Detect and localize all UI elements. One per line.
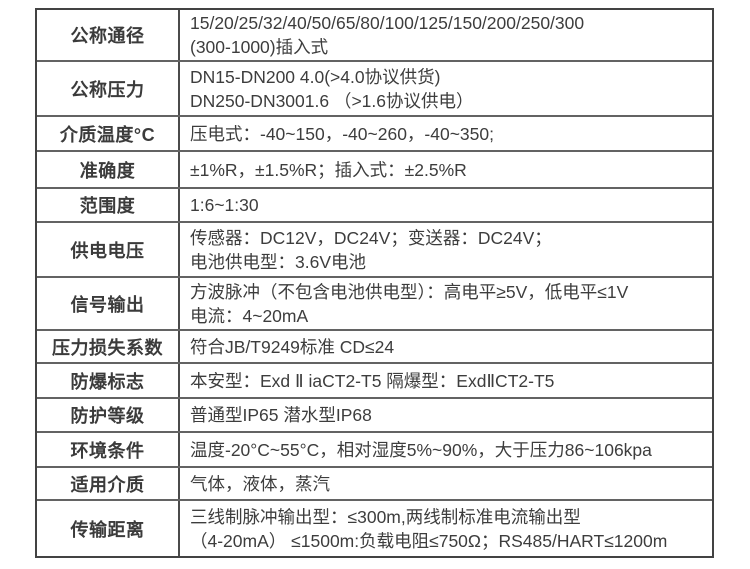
value-line: 传感器：DC12V，DC24V；变送器：DC24V； [190, 227, 552, 248]
value-line: 1:6~1:30 [190, 195, 259, 215]
value-line: (300-1000)插入式 [190, 37, 329, 57]
value-line: DN250-DN3001.6 （>1.6协议供电） [190, 90, 474, 111]
value-line: 温度-20°C~55°C，相对湿度5%~90%，大于压力86~106kpa [190, 439, 652, 460]
value-line: 三线制脉冲输出型：≤300m,两线制标准电流输出型 [190, 506, 581, 527]
row-value: 三线制脉冲输出型：≤300m,两线制标准电流输出型 （4-20mA） ≤1500… [180, 501, 712, 556]
value-line: 方波脉冲（不包含电池供电型）：高电平≥5V，低电平≤1V [190, 281, 629, 302]
row-nominal-pressure: 公称压力 DN15-DN200 4.0(>4.0协议供货) DN250-DN30… [37, 62, 712, 117]
row-value: DN15-DN200 4.0(>4.0协议供货) DN250-DN3001.6 … [180, 62, 712, 115]
value-line: 压电式：-40~150，-40~260，-40~350; [190, 123, 494, 144]
row-value: 普通型IP65 潜水型IP68 [180, 399, 712, 431]
value-line: DN15-DN200 4.0(>4.0协议供货) [190, 66, 441, 87]
row-value: 压电式：-40~150，-40~260，-40~350; [180, 117, 712, 150]
row-protection-rating: 防护等级 普通型IP65 潜水型IP68 [37, 399, 712, 433]
row-value: 本安型：Exd Ⅱ iaCT2-T5 隔爆型：ExdⅡCT2-T5 [180, 364, 712, 397]
spec-table: 公称通径 15/20/25/32/40/50/65/80/100/125/150… [35, 8, 714, 558]
row-label: 介质温度°C [37, 117, 180, 150]
value-line: （4-20mA） ≤1500m:负载电阻≤750Ω；RS485/HART≤120… [190, 530, 668, 551]
row-label: 防护等级 [37, 399, 180, 431]
row-transmission-distance: 传输距离 三线制脉冲输出型：≤300m,两线制标准电流输出型 （4-20mA） … [37, 501, 712, 556]
row-applicable-media: 适用介质 气体，液体，蒸汽 [37, 468, 712, 501]
row-value: ±1%R，±1.5%R；插入式：±2.5%R [180, 152, 712, 187]
row-label: 范围度 [37, 189, 180, 221]
row-value: 15/20/25/32/40/50/65/80/100/125/150/200/… [180, 10, 712, 60]
value-line: ±1%R，±1.5%R；插入式：±2.5%R [190, 159, 467, 180]
row-label: 信号输出 [37, 278, 180, 329]
row-signal-output: 信号输出 方波脉冲（不包含电池供电型）：高电平≥5V，低电平≤1V 电流：4~2… [37, 278, 712, 331]
row-label: 防爆标志 [37, 364, 180, 397]
row-label: 供电电压 [37, 223, 180, 276]
value-line: 电池供电型：3.6V电池 [190, 251, 366, 272]
row-supply-voltage: 供电电压 传感器：DC12V，DC24V；变送器：DC24V； 电池供电型：3.… [37, 223, 712, 278]
row-pressure-loss-coefficient: 压力损失系数 符合JB/T9249标准 CD≤24 [37, 331, 712, 364]
row-value: 1:6~1:30 [180, 189, 712, 221]
value-line: 符合JB/T9249标准 CD≤24 [190, 336, 395, 357]
row-turndown-ratio: 范围度 1:6~1:30 [37, 189, 712, 223]
value-line: 气体，液体，蒸汽 [190, 473, 330, 494]
value-line: 本安型：Exd Ⅱ iaCT2-T5 隔爆型：ExdⅡCT2-T5 [190, 370, 555, 391]
row-label: 压力损失系数 [37, 331, 180, 362]
value-line: 15/20/25/32/40/50/65/80/100/125/150/200/… [190, 13, 585, 33]
row-value: 气体，液体，蒸汽 [180, 468, 712, 499]
row-value: 方波脉冲（不包含电池供电型）：高电平≥5V，低电平≤1V 电流：4~20mA [180, 278, 712, 329]
value-line: 普通型IP65 潜水型IP68 [190, 405, 372, 425]
row-label: 适用介质 [37, 468, 180, 499]
row-label: 准确度 [37, 152, 180, 187]
value-line: 电流：4~20mA [190, 305, 309, 326]
row-explosion-proof-marking: 防爆标志 本安型：Exd Ⅱ iaCT2-T5 隔爆型：ExdⅡCT2-T5 [37, 364, 712, 399]
row-accuracy: 准确度 ±1%R，±1.5%R；插入式：±2.5%R [37, 152, 712, 189]
row-label: 公称压力 [37, 62, 180, 115]
row-label: 传输距离 [37, 501, 180, 556]
row-medium-temperature: 介质温度°C 压电式：-40~150，-40~260，-40~350; [37, 117, 712, 152]
row-nominal-diameter: 公称通径 15/20/25/32/40/50/65/80/100/125/150… [37, 10, 712, 62]
row-value: 符合JB/T9249标准 CD≤24 [180, 331, 712, 362]
row-value: 传感器：DC12V，DC24V；变送器：DC24V； 电池供电型：3.6V电池 [180, 223, 712, 276]
row-label: 环境条件 [37, 433, 180, 466]
row-ambient-conditions: 环境条件 温度-20°C~55°C，相对湿度5%~90%，大于压力86~106k… [37, 433, 712, 468]
row-label: 公称通径 [37, 10, 180, 60]
row-value: 温度-20°C~55°C，相对湿度5%~90%，大于压力86~106kpa [180, 433, 712, 466]
